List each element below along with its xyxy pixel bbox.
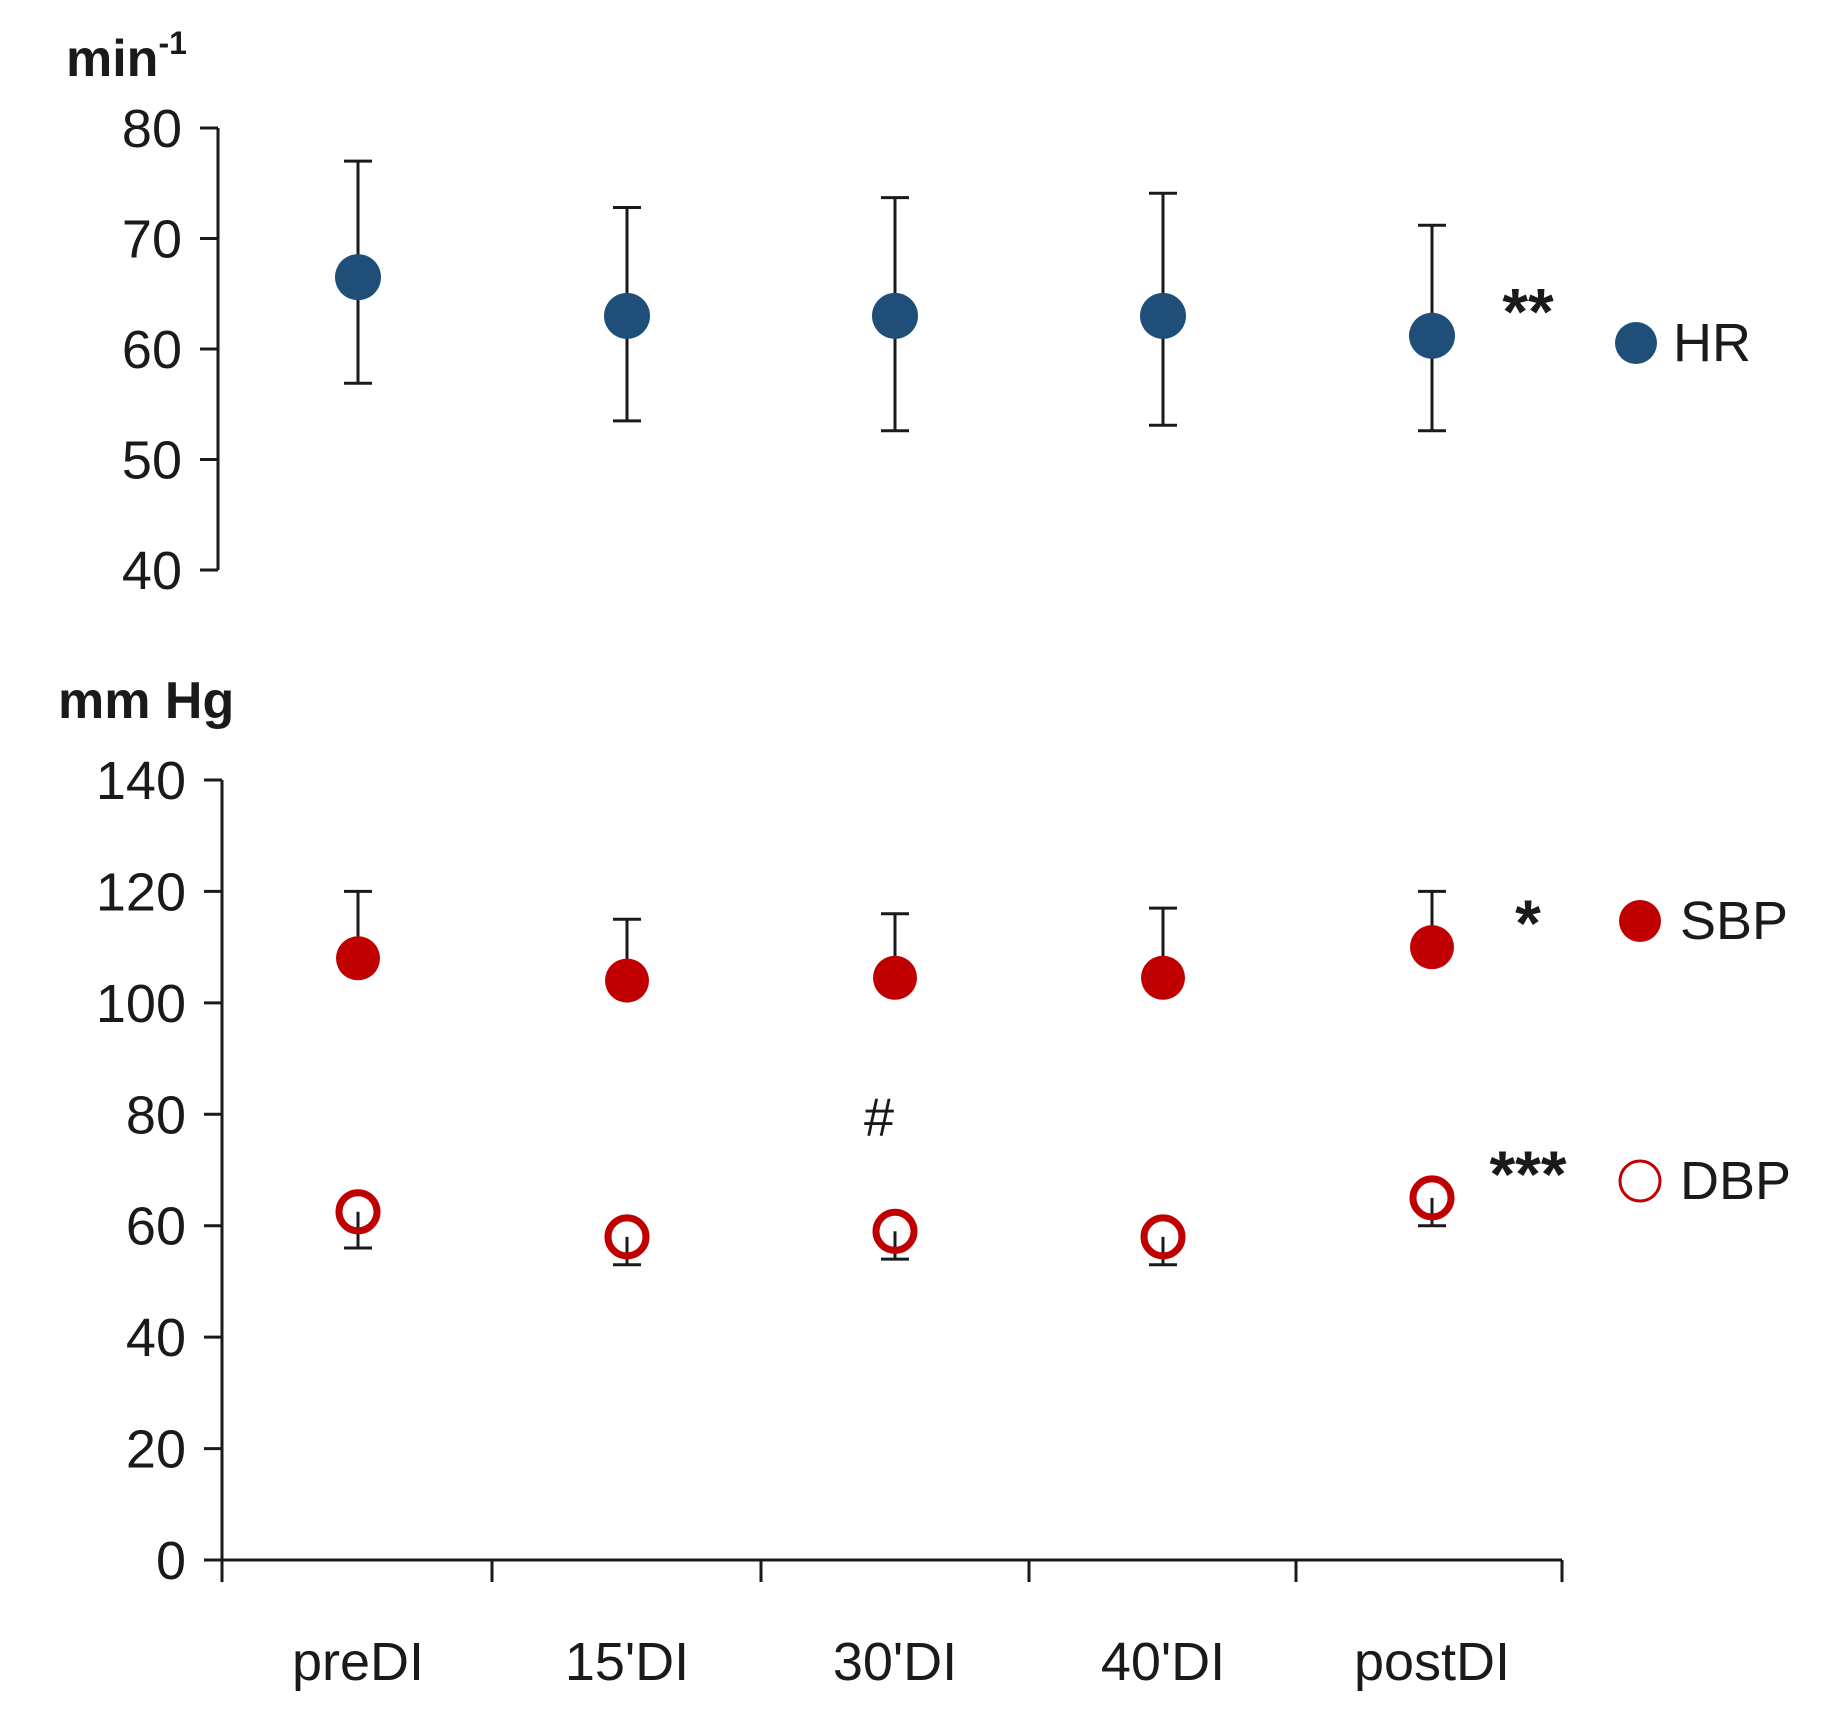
dbp-point-postdi xyxy=(1409,1175,1455,1221)
x-category-label-predi: preDI xyxy=(292,1632,424,1692)
sbp-point-predi xyxy=(336,936,380,981)
bp-y-tick-label-80: 80 xyxy=(126,1085,186,1145)
bp-panel: mm Hg 0 20 40 60 80 100 120 140 preDI 15'DI 30'DI 4… xyxy=(58,672,1791,1692)
x-category-label-40-di: 40'DI xyxy=(1101,1632,1225,1692)
sbp-point-15-di xyxy=(605,958,649,1003)
hr-y-tick-label-50: 50 xyxy=(122,431,182,491)
sbp-legend-marker xyxy=(1619,900,1661,942)
dbp-point-30-di xyxy=(872,1208,918,1254)
hr-point-30-di xyxy=(872,292,918,339)
x-category-label-postdi: postDI xyxy=(1354,1632,1510,1692)
dbp-point-40-di xyxy=(1140,1214,1186,1260)
hr-panel: min-1 40 50 60 70 80 ** HR xyxy=(66,25,1751,601)
bp-y-tick-label-100: 100 xyxy=(96,974,186,1034)
sbp-point-30-di xyxy=(873,955,917,1000)
bp-y-tick-label-140: 140 xyxy=(96,751,186,811)
hr-axes: 40 50 60 70 80 xyxy=(122,99,220,601)
bp-y-tick-label-40: 40 xyxy=(126,1308,186,1368)
hr-legend-marker xyxy=(1615,322,1657,364)
hr-legend: HR xyxy=(1615,313,1751,373)
bp-marks: ****# xyxy=(335,886,1567,1267)
hr-legend-label: HR xyxy=(1673,313,1751,373)
sbp-legend-label: SBP xyxy=(1680,891,1788,951)
hr-point-40-di xyxy=(1140,292,1186,339)
bp-y-tick-label-60: 60 xyxy=(126,1197,186,1257)
bp-axes: 0 20 40 60 80 100 120 140 preDI 15'DI 30'DI 40'DI po… xyxy=(96,751,1564,1692)
sbp-point-40-di xyxy=(1141,955,1185,1000)
bp-unit-label: mm Hg xyxy=(58,672,234,730)
bp-y-tick-label-20: 20 xyxy=(126,1420,186,1480)
dbp-significance-marker: *** xyxy=(1489,1137,1566,1211)
sbp-point-postdi xyxy=(1410,925,1454,970)
dbp-legend-marker xyxy=(1618,1159,1662,1203)
bp-y-tick-label-0: 0 xyxy=(156,1531,186,1591)
hr-y-tick-label-80: 80 xyxy=(122,99,182,159)
hr-point-predi xyxy=(335,254,381,301)
dbp-legend: DBP xyxy=(1618,1151,1791,1211)
dbp-point-15-di xyxy=(604,1214,650,1260)
sbp-significance-marker: * xyxy=(1515,886,1541,960)
x-category-label-30-di: 30'DI xyxy=(833,1632,957,1692)
hr-y-tick-label-60: 60 xyxy=(122,320,182,380)
hr-unit-superscript: -1 xyxy=(158,25,186,61)
hr-unit-label: min-1 xyxy=(66,25,187,88)
hr-significance-marker: ** xyxy=(1502,275,1554,349)
hr-y-tick-label-40: 40 xyxy=(122,541,182,601)
annotation-hash-30-di: # xyxy=(864,1087,894,1147)
dbp-point-predi xyxy=(335,1189,381,1235)
hr-point-15-di xyxy=(604,292,650,339)
hr-y-tick-label-70: 70 xyxy=(122,210,182,270)
bp-y-tick-label-120: 120 xyxy=(96,862,186,922)
hr-point-postdi xyxy=(1409,312,1455,359)
sbp-legend: SBP xyxy=(1619,891,1788,951)
hr-marks: ** xyxy=(335,159,1554,433)
x-category-label-15-di: 15'DI xyxy=(565,1632,689,1692)
dbp-legend-label: DBP xyxy=(1680,1151,1791,1211)
